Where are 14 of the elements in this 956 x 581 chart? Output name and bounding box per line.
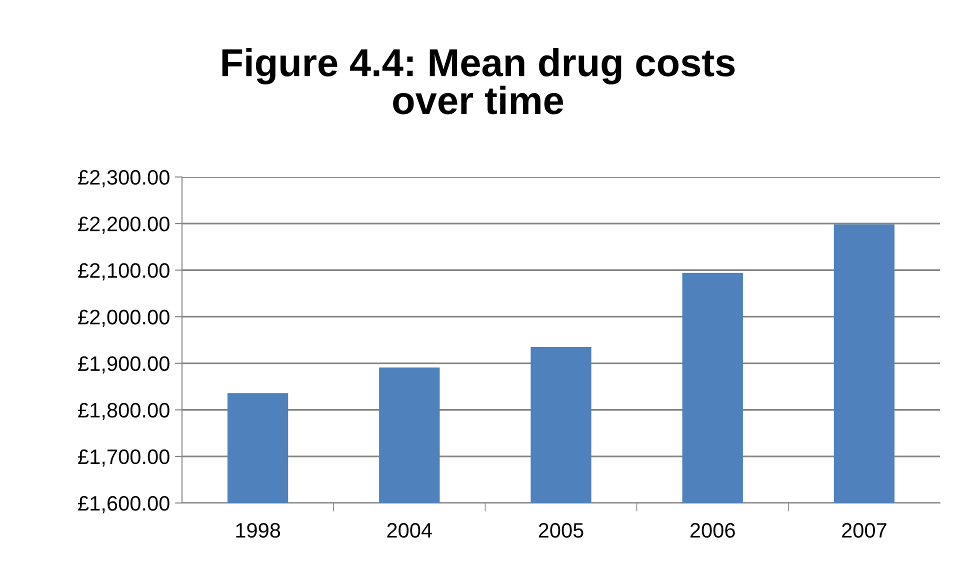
y-tick-label: £2,000.00 [78,310,170,327]
x-tick-label: 2007 [842,522,886,538]
y-tick-label: £1,700.00 [78,449,170,467]
y-tick-label: £1,900.00 [78,356,170,374]
x-tick-label: 1998 [236,522,280,538]
x-tick-label: 2004 [387,522,432,538]
y-tick-label: £1,800.00 [78,402,170,420]
chart-title: Figure 4.4: Mean drug costs over time [222,48,735,114]
x-tick-label: 2005 [538,522,584,538]
y-tick-label: £2,300.00 [78,170,170,188]
y-tick-label: £2,100.00 [78,263,170,280]
y-tick-label: £2,200.00 [78,216,170,234]
x-tick-label: 2006 [690,522,735,538]
y-tick-label: £1,600.00 [78,496,170,514]
